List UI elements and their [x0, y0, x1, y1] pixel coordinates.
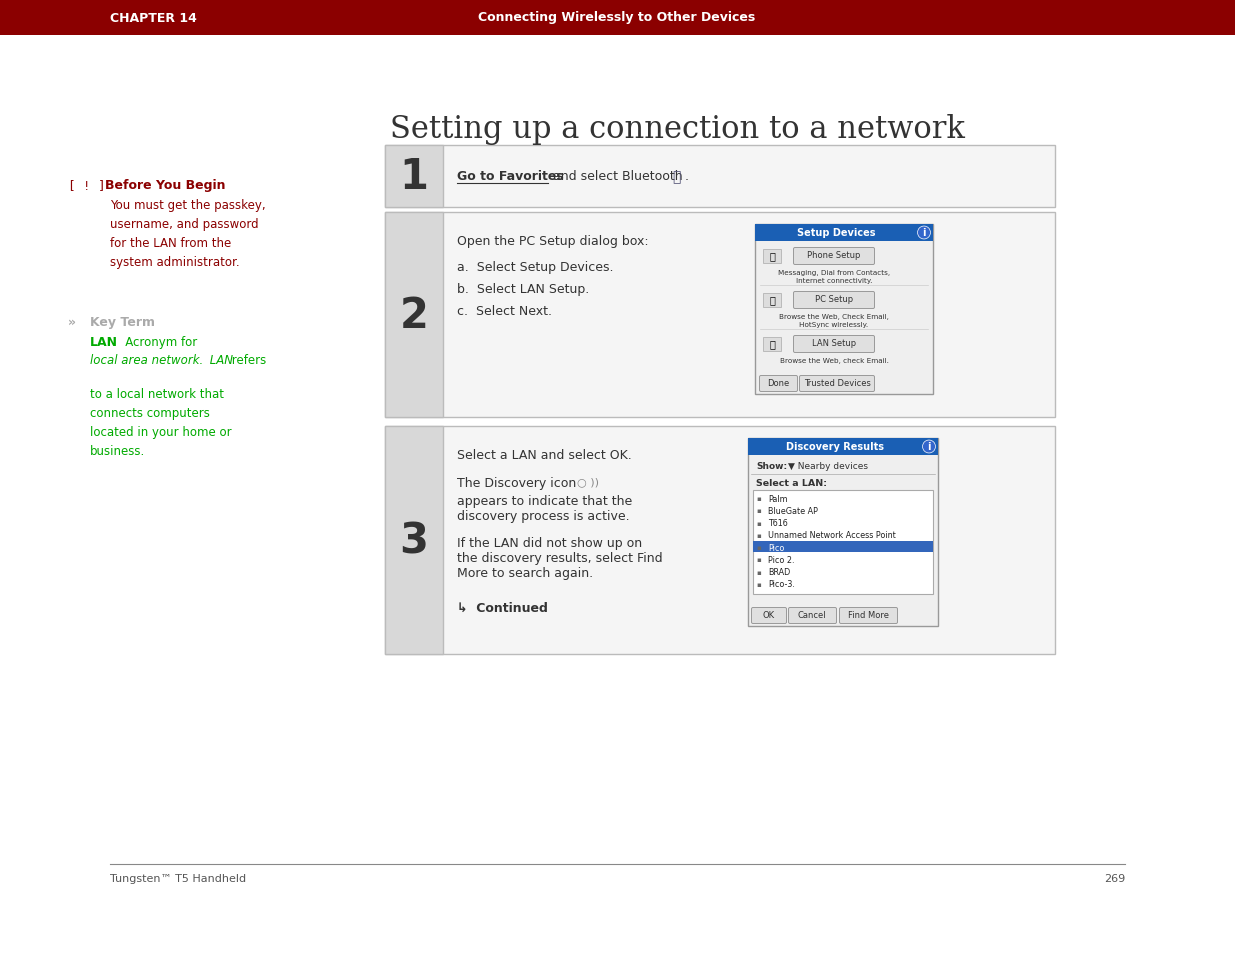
Text: Browse the Web, Check Email,: Browse the Web, Check Email,	[779, 314, 889, 319]
Text: Connecting Wirelessly to Other Devices: Connecting Wirelessly to Other Devices	[478, 11, 756, 25]
Text: to a local network that
connects computers
located in your home or
business.: to a local network that connects compute…	[90, 388, 232, 457]
Bar	[763, 337, 781, 352]
Text: discovery process is active.: discovery process is active.	[457, 510, 630, 522]
Bar	[753, 491, 932, 595]
Text: ▪: ▪	[757, 569, 761, 575]
Text: Pico-3.: Pico-3.	[768, 579, 795, 589]
Bar	[385, 146, 1055, 208]
Text: Pico 2.: Pico 2.	[768, 556, 794, 564]
Text: Open the PC Setup dialog box:: Open the PC Setup dialog box:	[457, 234, 648, 248]
Text: BRAD: BRAD	[768, 567, 790, 577]
Text: ⓑ: ⓑ	[672, 170, 680, 184]
Text: CHAPTER 14: CHAPTER 14	[110, 11, 196, 25]
FancyBboxPatch shape	[799, 376, 874, 392]
Text: LAN Setup: LAN Setup	[811, 339, 856, 348]
Text: OK: OK	[763, 610, 776, 618]
Text: ▪: ▪	[757, 508, 761, 514]
Text: 2: 2	[400, 294, 429, 336]
Text: Go to Favorites: Go to Favorites	[457, 171, 563, 183]
FancyBboxPatch shape	[788, 608, 836, 624]
Text: 269: 269	[1104, 873, 1125, 883]
Text: c.  Select Next.: c. Select Next.	[457, 305, 552, 317]
Bar	[755, 225, 932, 242]
Bar	[385, 146, 443, 208]
Bar	[753, 541, 932, 553]
Text: i: i	[927, 442, 931, 452]
Text: i: i	[923, 229, 926, 238]
Text: ↳  Continued: ↳ Continued	[457, 601, 548, 615]
Text: Find More: Find More	[847, 610, 888, 618]
Text: local area network.: local area network.	[90, 354, 204, 367]
Text: The Discovery icon: The Discovery icon	[457, 476, 577, 490]
Text: [ ! ]: [ ! ]	[68, 179, 105, 192]
Bar	[385, 427, 1055, 655]
Text: Select a LAN and select OK.: Select a LAN and select OK.	[457, 449, 632, 461]
Text: ▪: ▪	[757, 581, 761, 587]
Text: Select a LAN:: Select a LAN:	[756, 479, 827, 488]
Text: Messaging, Dial from Contacts,: Messaging, Dial from Contacts,	[778, 270, 890, 275]
Text: 3: 3	[399, 519, 429, 561]
Text: Setting up a connection to a network: Setting up a connection to a network	[390, 113, 965, 145]
Text: LAN: LAN	[206, 354, 233, 367]
Text: Trusted Devices: Trusted Devices	[804, 378, 871, 387]
Text: Phone Setup: Phone Setup	[808, 252, 861, 260]
Bar	[0, 0, 1235, 36]
Text: 💻: 💻	[769, 294, 774, 305]
Text: ▪: ▪	[757, 557, 761, 562]
Text: ▪: ▪	[757, 544, 761, 551]
Text: 🖥: 🖥	[769, 338, 774, 349]
Text: ▪: ▪	[757, 520, 761, 526]
Text: If the LAN did not show up on: If the LAN did not show up on	[457, 537, 642, 550]
Bar	[763, 250, 781, 264]
Text: Setup Devices: Setup Devices	[797, 229, 876, 238]
FancyBboxPatch shape	[840, 608, 898, 624]
FancyBboxPatch shape	[760, 376, 798, 392]
Text: 📱: 📱	[769, 251, 774, 261]
Bar	[748, 438, 939, 626]
Text: ▪: ▪	[757, 533, 761, 538]
Bar	[385, 213, 443, 417]
Text: Key Term: Key Term	[90, 315, 156, 329]
FancyBboxPatch shape	[752, 608, 787, 624]
Text: Pico: Pico	[768, 543, 784, 552]
Text: a.  Select Setup Devices.: a. Select Setup Devices.	[457, 261, 614, 274]
Text: »: »	[68, 315, 77, 329]
Text: .: .	[685, 171, 689, 183]
Text: b.  Select LAN Setup.: b. Select LAN Setup.	[457, 283, 589, 295]
Text: ○ )): ○ ))	[577, 476, 599, 486]
Bar	[755, 225, 932, 395]
Bar	[763, 294, 781, 308]
Text: ▪: ▪	[757, 496, 761, 501]
Bar	[385, 213, 1055, 417]
FancyBboxPatch shape	[794, 248, 874, 265]
Text: Acronym for: Acronym for	[114, 335, 201, 349]
FancyBboxPatch shape	[794, 336, 874, 354]
Text: PC Setup: PC Setup	[815, 295, 853, 304]
Text: ▼ Nearby devices: ▼ Nearby devices	[788, 462, 868, 471]
Text: LAN: LAN	[90, 335, 119, 349]
Text: HotSync wirelessly.: HotSync wirelessly.	[799, 322, 868, 328]
Text: the discovery results, select Find: the discovery results, select Find	[457, 552, 663, 564]
Text: You must get the passkey,
username, and password
for the LAN from the
system adm: You must get the passkey, username, and …	[110, 199, 266, 269]
Text: Cancel: Cancel	[798, 610, 826, 618]
Text: Unnamed Network Access Point: Unnamed Network Access Point	[768, 531, 895, 539]
Bar	[748, 438, 939, 456]
Text: Internet connectivity.: Internet connectivity.	[795, 277, 872, 284]
Text: Discovery Results: Discovery Results	[785, 442, 884, 452]
Text: 1: 1	[399, 156, 429, 198]
FancyBboxPatch shape	[794, 293, 874, 309]
Text: BlueGate AP: BlueGate AP	[768, 506, 818, 516]
Text: and select Bluetooth: and select Bluetooth	[550, 171, 687, 183]
Text: Browse the Web, check Email.: Browse the Web, check Email.	[779, 357, 888, 364]
Text: T616: T616	[768, 518, 788, 528]
Text: refers: refers	[228, 354, 267, 367]
Text: appears to indicate that the: appears to indicate that the	[457, 495, 632, 507]
Text: Show:: Show:	[756, 462, 787, 471]
Text: Before You Begin: Before You Begin	[105, 179, 226, 192]
Text: Done: Done	[767, 378, 789, 387]
Bar	[385, 427, 443, 655]
Text: Tungsten™ T5 Handheld: Tungsten™ T5 Handheld	[110, 873, 246, 883]
Text: Palm: Palm	[768, 494, 788, 503]
Text: More to search again.: More to search again.	[457, 566, 593, 579]
